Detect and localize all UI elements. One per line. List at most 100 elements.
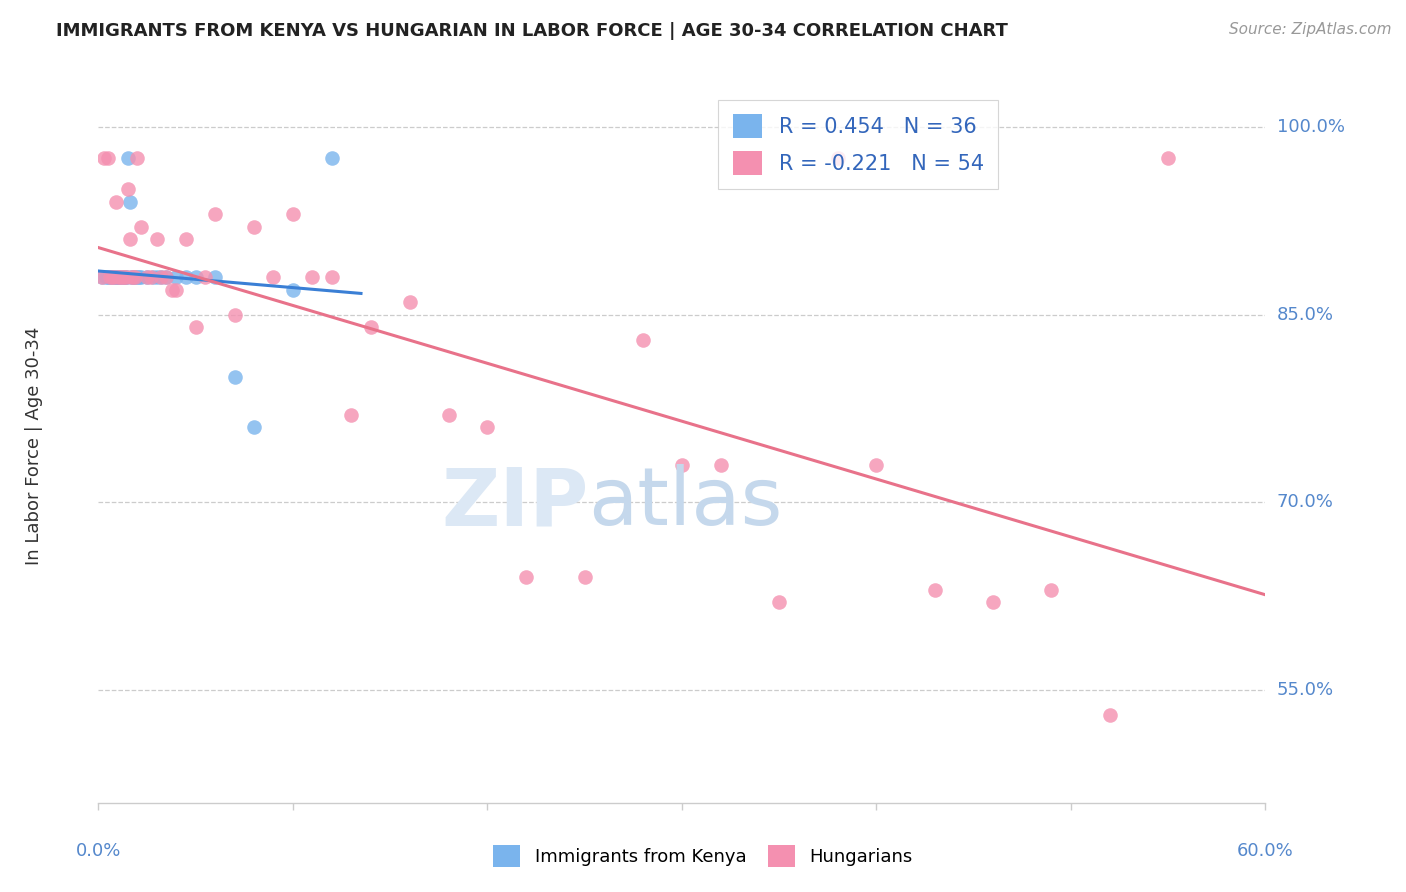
Point — [340, 408, 363, 422]
Point — [111, 270, 134, 285]
Point — [515, 570, 537, 584]
Point — [768, 595, 790, 609]
Point — [122, 270, 145, 285]
Point — [121, 270, 143, 285]
Point — [184, 320, 207, 334]
Point — [865, 458, 887, 472]
Point — [1098, 708, 1121, 723]
Point — [139, 270, 162, 285]
Point — [174, 232, 197, 246]
Point — [104, 194, 127, 209]
Point — [104, 270, 127, 285]
Point — [127, 270, 149, 285]
Point — [118, 232, 141, 246]
Point — [101, 270, 124, 285]
Point — [136, 270, 159, 285]
Point — [91, 270, 114, 285]
Point — [97, 151, 120, 165]
Point — [112, 270, 135, 285]
Point — [827, 151, 849, 165]
Text: 60.0%: 60.0% — [1237, 842, 1294, 860]
Point — [243, 420, 266, 434]
Text: IMMIGRANTS FROM KENYA VS HUNGARIAN IN LABOR FORCE | AGE 30-34 CORRELATION CHART: IMMIGRANTS FROM KENYA VS HUNGARIAN IN LA… — [56, 22, 1008, 40]
Text: In Labor Force | Age 30-34: In Labor Force | Age 30-34 — [25, 326, 44, 566]
Point — [924, 582, 946, 597]
Point — [321, 151, 343, 165]
Point — [165, 270, 187, 285]
Point — [1040, 582, 1063, 597]
Point — [121, 270, 143, 285]
Point — [108, 270, 131, 285]
Point — [93, 151, 115, 165]
Point — [142, 270, 165, 285]
Point — [398, 295, 420, 310]
Point — [224, 370, 246, 384]
Point — [124, 270, 146, 285]
Point — [124, 270, 146, 285]
Point — [117, 151, 139, 165]
Point — [174, 270, 197, 285]
Point — [281, 283, 304, 297]
Point — [710, 458, 733, 472]
Point — [243, 219, 266, 234]
Text: 0.0%: 0.0% — [76, 842, 121, 860]
Point — [103, 270, 125, 285]
Point — [117, 182, 139, 196]
Point — [104, 270, 127, 285]
Text: 70.0%: 70.0% — [1277, 493, 1333, 511]
Point — [118, 194, 141, 209]
Point — [155, 270, 177, 285]
Point — [97, 270, 120, 285]
Point — [128, 270, 150, 285]
Legend: Immigrants from Kenya, Hungarians: Immigrants from Kenya, Hungarians — [486, 838, 920, 874]
Point — [301, 270, 323, 285]
Point — [194, 270, 217, 285]
Point — [96, 270, 118, 285]
Text: 85.0%: 85.0% — [1277, 306, 1333, 324]
Point — [98, 270, 121, 285]
Point — [107, 270, 129, 285]
Point — [204, 270, 226, 285]
Point — [155, 270, 177, 285]
Point — [129, 270, 152, 285]
Point — [149, 270, 172, 285]
Text: ZIP: ZIP — [441, 464, 589, 542]
Point — [204, 207, 226, 221]
Point — [477, 420, 499, 434]
Point — [360, 320, 382, 334]
Point — [91, 270, 114, 285]
Point — [111, 270, 134, 285]
Point — [107, 270, 129, 285]
Point — [114, 270, 136, 285]
Point — [981, 595, 1004, 609]
Point — [108, 270, 131, 285]
Point — [437, 408, 460, 422]
Legend: R = 0.454   N = 36, R = -0.221   N = 54: R = 0.454 N = 36, R = -0.221 N = 54 — [718, 100, 998, 189]
Point — [574, 570, 596, 584]
Point — [146, 270, 169, 285]
Point — [162, 283, 184, 297]
Text: Source: ZipAtlas.com: Source: ZipAtlas.com — [1229, 22, 1392, 37]
Point — [184, 270, 207, 285]
Text: 100.0%: 100.0% — [1277, 118, 1344, 136]
Point — [136, 270, 159, 285]
Point — [129, 219, 152, 234]
Point — [321, 270, 343, 285]
Point — [101, 270, 124, 285]
Point — [165, 283, 187, 297]
Point — [281, 207, 304, 221]
Point — [103, 270, 125, 285]
Point — [122, 270, 145, 285]
Point — [107, 270, 129, 285]
Point — [146, 232, 169, 246]
Point — [1157, 151, 1180, 165]
Point — [671, 458, 693, 472]
Point — [262, 270, 284, 285]
Point — [114, 270, 136, 285]
Point — [149, 270, 172, 285]
Point — [631, 333, 654, 347]
Text: atlas: atlas — [589, 464, 783, 542]
Point — [127, 151, 149, 165]
Point — [114, 270, 136, 285]
Point — [112, 270, 135, 285]
